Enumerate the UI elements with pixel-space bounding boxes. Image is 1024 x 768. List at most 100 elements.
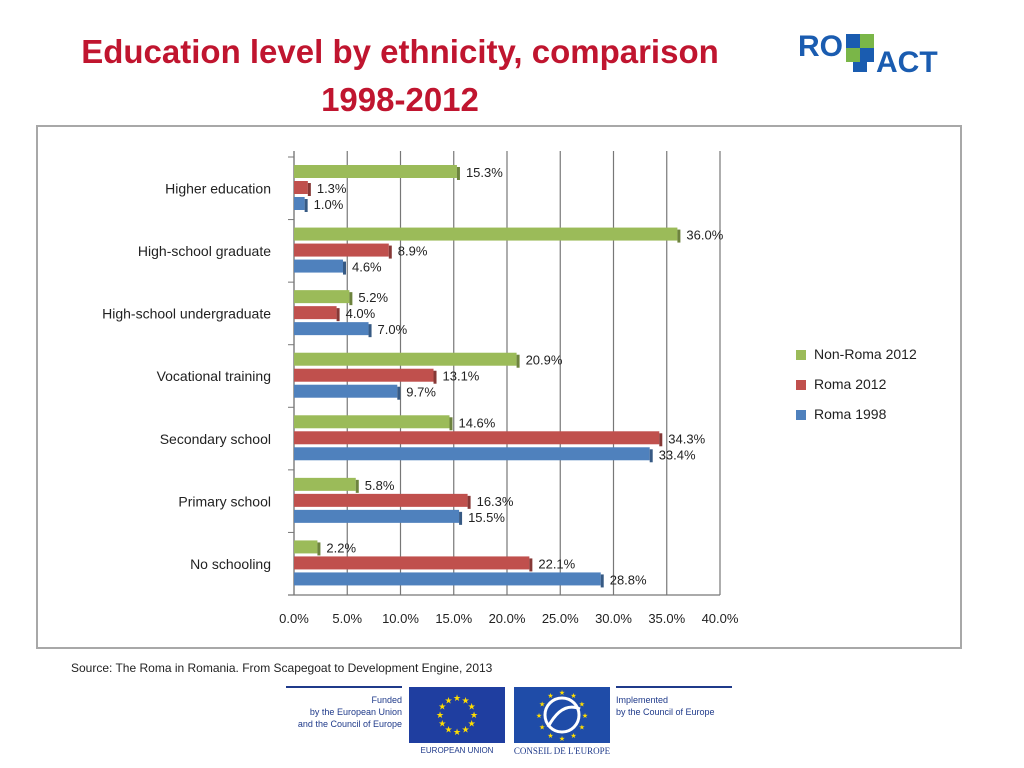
bar bbox=[294, 384, 398, 398]
logo-text-left: RO bbox=[798, 30, 843, 63]
title-line-2: 1998-2012 bbox=[321, 81, 479, 118]
coe-star-icon: ★ bbox=[579, 724, 585, 732]
eu-star-icon: ★ bbox=[438, 702, 446, 712]
coe-star-icon: ★ bbox=[582, 712, 588, 720]
coe-caption: CONSEIL DE L'EUROPE bbox=[513, 746, 611, 756]
coe-star-icon: ★ bbox=[559, 735, 565, 743]
bar bbox=[294, 509, 460, 523]
data-label: 1.3% bbox=[317, 181, 347, 196]
category-label: High-school graduate bbox=[138, 243, 271, 259]
x-tick-label: 15.0% bbox=[435, 611, 472, 626]
coe-star-icon: ★ bbox=[559, 689, 565, 697]
bar-side bbox=[433, 370, 437, 384]
eu-star-icon: ★ bbox=[461, 725, 469, 735]
x-tick-label: 10.0% bbox=[382, 611, 419, 626]
coe-star-icon: ★ bbox=[547, 732, 553, 740]
data-label: 8.9% bbox=[398, 244, 428, 259]
eu-star-icon: ★ bbox=[438, 719, 446, 729]
bar-side bbox=[600, 574, 604, 588]
data-label: 28.8% bbox=[610, 572, 647, 587]
bar bbox=[294, 322, 369, 336]
category-label: No schooling bbox=[190, 556, 271, 572]
bar bbox=[294, 181, 308, 194]
coe-star-icon: ★ bbox=[547, 692, 553, 700]
bar-side bbox=[456, 167, 460, 180]
bar bbox=[294, 368, 434, 382]
bar-side bbox=[529, 558, 533, 572]
eu-star-icon: ★ bbox=[468, 719, 476, 729]
bar bbox=[294, 540, 318, 554]
data-label: 34.3% bbox=[668, 431, 705, 446]
bar bbox=[294, 415, 450, 429]
coe-star-icon: ★ bbox=[570, 692, 576, 700]
bar-side bbox=[355, 479, 359, 493]
bar-side bbox=[516, 354, 520, 368]
bar bbox=[294, 243, 389, 257]
x-tick-label: 40.0% bbox=[702, 611, 739, 626]
data-label: 1.0% bbox=[314, 197, 344, 212]
data-label: 33.4% bbox=[659, 447, 696, 462]
eu-flag-icon: ★ ★ ★ ★ ★ ★ ★ ★ ★ ★ ★ ★ bbox=[409, 687, 505, 743]
eu-star-icon: ★ bbox=[461, 695, 469, 705]
title-line-1: Education level by ethnicity, comparison bbox=[81, 33, 719, 70]
eu-star-icon: ★ bbox=[453, 727, 461, 737]
bar bbox=[294, 477, 356, 491]
category-label: Vocational training bbox=[157, 368, 271, 384]
chart-frame: 0.0% 5.0% 10.0% 15.0% 20.0% 25.0% 30.0% 35.0% 40… bbox=[36, 125, 962, 649]
bar-side bbox=[342, 261, 346, 275]
data-label: 7.0% bbox=[378, 322, 408, 337]
eu-star-icon: ★ bbox=[470, 710, 478, 720]
x-tick-label: 30.0% bbox=[595, 611, 632, 626]
bar bbox=[294, 352, 517, 366]
data-label: 22.1% bbox=[538, 556, 575, 571]
source-note: Source: The Roma in Romania. From Scapeg… bbox=[71, 661, 493, 675]
data-label: 5.8% bbox=[365, 478, 395, 493]
data-label: 36.0% bbox=[686, 228, 723, 243]
data-label: 13.1% bbox=[443, 369, 480, 384]
funding-line-2: by the European Union bbox=[309, 707, 402, 717]
coe-star-icon: ★ bbox=[536, 712, 542, 720]
bar bbox=[294, 431, 660, 445]
bar-side bbox=[459, 511, 463, 525]
data-label: 4.0% bbox=[346, 306, 376, 321]
data-label: 15.5% bbox=[468, 510, 505, 525]
bar bbox=[294, 290, 350, 304]
council-of-europe-icon: ★ ★ ★ ★ ★ ★ ★ ★ ★ ★ ★ ★ bbox=[514, 687, 610, 743]
legend-label: Non-Roma 2012 bbox=[814, 346, 917, 362]
x-tick-label: 5.0% bbox=[332, 611, 362, 626]
data-label: 14.6% bbox=[458, 415, 495, 430]
implemented-line-1: Implemented bbox=[616, 695, 669, 705]
bar bbox=[294, 165, 457, 178]
bar bbox=[294, 259, 343, 273]
eu-star-icon: ★ bbox=[453, 693, 461, 703]
bar bbox=[294, 556, 530, 570]
coe-star-icon: ★ bbox=[539, 724, 545, 732]
eu-star-icon: ★ bbox=[468, 702, 476, 712]
category-label: Secondary school bbox=[160, 431, 271, 447]
data-label: 9.7% bbox=[406, 385, 436, 400]
eu-star-icon: ★ bbox=[444, 695, 452, 705]
data-label: 16.3% bbox=[477, 494, 514, 509]
implemented-line-2: by the Council of Europe bbox=[616, 707, 715, 717]
legend-label: Roma 2012 bbox=[814, 376, 887, 392]
bar-side bbox=[397, 386, 401, 400]
bar bbox=[294, 493, 468, 507]
x-tick-label: 35.0% bbox=[648, 611, 685, 626]
coe-star-icon: ★ bbox=[570, 732, 576, 740]
data-label: 15.3% bbox=[466, 165, 503, 180]
legend-swatch bbox=[796, 410, 806, 420]
bar-side bbox=[449, 417, 453, 431]
category-label: Primary school bbox=[178, 493, 271, 509]
legend-swatch bbox=[796, 380, 806, 390]
data-label: 5.2% bbox=[358, 290, 388, 305]
funding-text: Funded by the European Union and the Cou… bbox=[286, 686, 402, 730]
coe-star-icon: ★ bbox=[579, 701, 585, 709]
bar bbox=[294, 227, 678, 241]
bar-side bbox=[368, 324, 372, 338]
bar-chart: 0.0% 5.0% 10.0% 15.0% 20.0% 25.0% 30.0% 35.0% 40… bbox=[102, 151, 917, 626]
x-tick-label: 25.0% bbox=[542, 611, 579, 626]
page-title: Education level by ethnicity, comparison… bbox=[40, 28, 760, 124]
funding-line-3: and the Council of Europe bbox=[297, 719, 402, 729]
data-label: 20.9% bbox=[526, 353, 563, 368]
x-tick-label: 20.0% bbox=[489, 611, 526, 626]
